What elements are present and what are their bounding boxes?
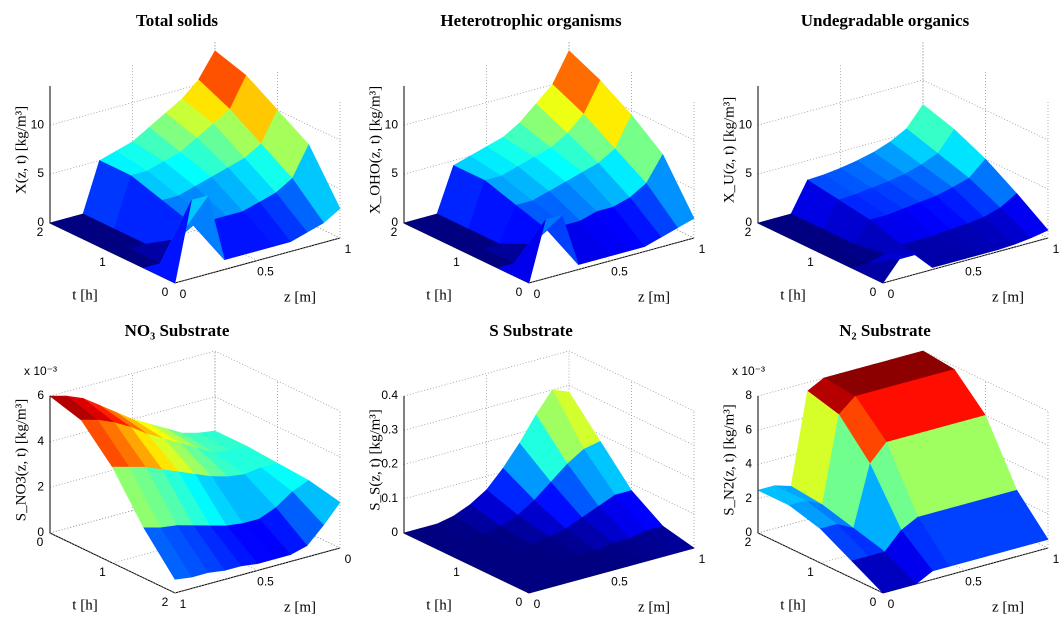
x-tick-label: 1 — [699, 552, 706, 566]
z-tick-label: 6 — [745, 422, 752, 436]
y-tick-label: 0 — [516, 595, 523, 609]
exponent-label: x 10⁻³ — [732, 364, 765, 378]
y-tick-label: 0 — [870, 285, 877, 299]
x-tick-label: 0.5 — [965, 575, 982, 589]
z-axis-label: S_S(z, t) [kg/m³] — [367, 409, 383, 511]
y-tick-label: 0 — [516, 285, 523, 299]
z-tick-label: 2 — [37, 480, 44, 494]
x-axis-label: z [m] — [284, 599, 316, 615]
x-tick-label: 0 — [534, 287, 541, 301]
x-tick-label: 1 — [345, 242, 352, 256]
chart-title: N₂ Substrate — [839, 321, 931, 340]
z-tick-label: 6 — [37, 388, 44, 402]
z-tick-label: 5 — [37, 166, 44, 180]
y-tick-label: 1 — [453, 255, 460, 269]
x-tick-label: 0.5 — [611, 265, 628, 279]
x-tick-label: 0.5 — [257, 265, 274, 279]
x-tick-label: 0.5 — [965, 265, 982, 279]
y-axis-label: t [h] — [72, 597, 97, 613]
z-tick-label: 10 — [739, 117, 753, 131]
z-axis-label: S_N2(z, t) [kg/m³] — [721, 404, 737, 516]
x-axis-label: z [m] — [992, 289, 1024, 305]
x-axis-label: z [m] — [638, 289, 670, 305]
chart-title: Undegradable organics — [801, 11, 970, 30]
z-tick-label: 0 — [37, 215, 44, 229]
chart-title: NO₃ Substrate — [125, 321, 230, 340]
z-axis-label: X_U(z, t) [kg/m³] — [721, 97, 737, 204]
y-tick-label: 1 — [807, 255, 814, 269]
x-tick-label: 1 — [699, 242, 706, 256]
z-tick-label: 0 — [745, 525, 752, 539]
z-tick-label: 0.3 — [381, 422, 398, 436]
y-axis-label: t [h] — [780, 597, 805, 613]
exponent-label: x 10⁻³ — [24, 364, 57, 378]
y-axis-label: t [h] — [426, 287, 451, 303]
figure: 00.510120510Total solidsz [m]t [h]X(z, t… — [0, 0, 1062, 619]
z-tick-label: 10 — [31, 117, 45, 131]
z-axis-label: S_NO3(z, t) [kg/m³] — [13, 399, 29, 521]
z-tick-label: 8 — [745, 388, 752, 402]
x-tick-label: 0 — [180, 287, 187, 301]
x-tick-label: 1 — [1053, 242, 1060, 256]
chart-title: Total solids — [136, 11, 218, 30]
z-tick-label: 4 — [37, 434, 44, 448]
z-tick-label: 0.4 — [381, 388, 398, 402]
grid-line — [758, 80, 1048, 140]
x-tick-label: 1 — [1053, 552, 1060, 566]
x-axis-label: z [m] — [992, 599, 1024, 615]
x-tick-label: 0 — [345, 552, 352, 566]
chart-title: S Substrate — [489, 321, 573, 340]
z-tick-label: 10 — [385, 117, 399, 131]
y-axis-label: t [h] — [72, 287, 97, 303]
z-tick-label: 4 — [745, 457, 752, 471]
z-tick-label: 0.2 — [381, 457, 398, 471]
y-tick-label: 1 — [99, 255, 106, 269]
y-tick-label: 0 — [162, 285, 169, 299]
y-axis-label: t [h] — [780, 287, 805, 303]
z-tick-label: 2 — [745, 491, 752, 505]
x-tick-label: 0 — [534, 597, 541, 611]
z-tick-label: 5 — [745, 166, 752, 180]
x-tick-label: 0 — [888, 287, 895, 301]
x-tick-label: 0 — [888, 597, 895, 611]
z-tick-label: 0.1 — [381, 491, 398, 505]
z-axis-label: X(z, t) [kg/m³] — [13, 106, 29, 194]
y-axis-label: t [h] — [426, 597, 451, 613]
x-tick-label: 1 — [180, 597, 187, 611]
z-axis-label: X_OHO(z, t) [kg/m³] — [367, 86, 383, 214]
z-tick-label: 0 — [745, 215, 752, 229]
y-tick-label: 0 — [870, 595, 877, 609]
y-tick-label: 1 — [807, 565, 814, 579]
z-tick-label: 0 — [391, 525, 398, 539]
x-axis-label: z [m] — [284, 289, 316, 305]
z-tick-label: 0 — [391, 215, 398, 229]
x-tick-label: 0.5 — [611, 575, 628, 589]
chart-title: Heterotrophic organisms — [440, 11, 622, 30]
y-tick-label: 2 — [162, 595, 169, 609]
x-axis-label: z [m] — [638, 599, 670, 615]
z-tick-label: 5 — [391, 166, 398, 180]
x-tick-label: 0.5 — [257, 575, 274, 589]
z-tick-label: 0 — [37, 525, 44, 539]
y-tick-label: 1 — [99, 565, 106, 579]
y-tick-label: 1 — [453, 565, 460, 579]
